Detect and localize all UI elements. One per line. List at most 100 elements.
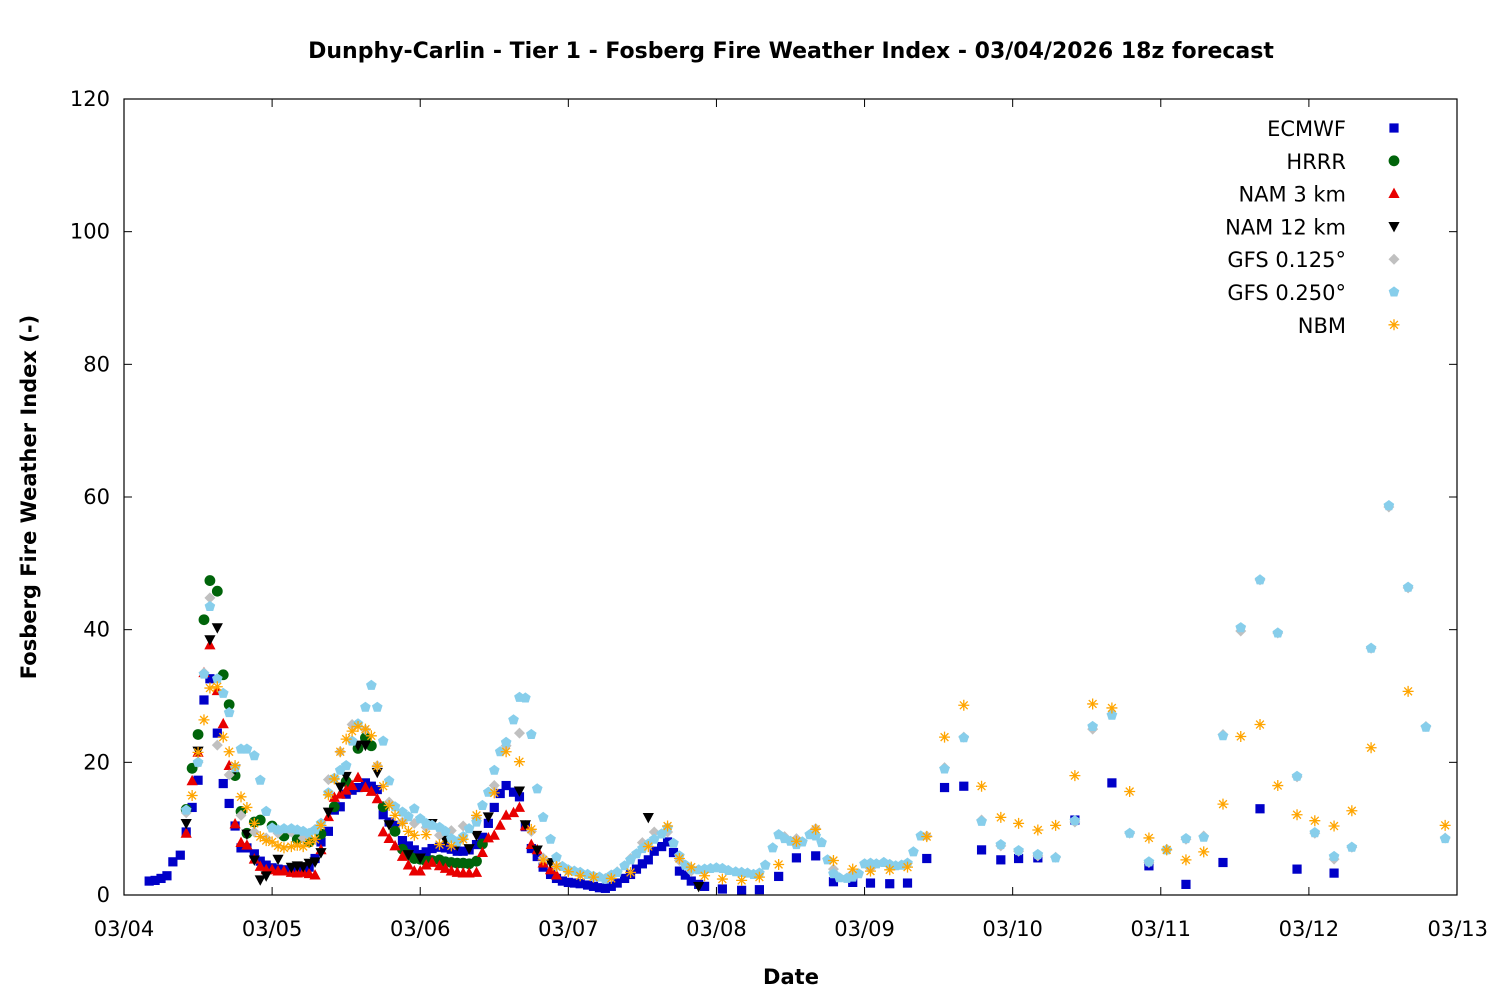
x-axis: 03/04 03/05 03/06 03/07 03/08 03/09 03/10 03/11… <box>94 99 1488 941</box>
data-point <box>483 818 493 828</box>
data-point <box>360 701 371 712</box>
series-0 <box>144 674 1339 895</box>
data-point <box>885 879 895 889</box>
data-point <box>1181 879 1191 889</box>
data-point <box>471 839 482 850</box>
data-point <box>168 857 178 867</box>
data-point <box>520 692 531 703</box>
data-point <box>1309 815 1321 827</box>
data-point <box>217 731 229 743</box>
data-point <box>816 837 827 848</box>
data-point <box>790 835 802 847</box>
data-point <box>810 830 821 841</box>
data-point <box>223 746 235 758</box>
data-point <box>378 810 388 820</box>
data-point <box>1255 804 1265 814</box>
data-point <box>254 774 266 785</box>
data-point <box>248 855 260 866</box>
data-point <box>346 725 358 737</box>
data-point <box>1050 852 1061 863</box>
data-point <box>359 723 371 735</box>
y-tick-label: 20 <box>83 750 110 774</box>
data-point <box>1106 702 1118 714</box>
data-point <box>508 714 519 725</box>
data-point <box>908 846 919 857</box>
x-tick-label: 03/05 <box>242 917 303 941</box>
data-point <box>272 840 284 852</box>
data-point <box>489 764 500 775</box>
data-point <box>403 841 413 851</box>
data-point <box>501 780 511 791</box>
data-point <box>1124 827 1135 838</box>
data-point <box>569 878 579 888</box>
legend-marker <box>1388 222 1400 233</box>
series-2 <box>180 638 563 880</box>
data-point <box>1050 819 1062 831</box>
y-tick-label: 120 <box>70 87 110 111</box>
data-point <box>340 760 352 771</box>
data-point <box>371 701 383 712</box>
data-point <box>371 792 383 804</box>
data-point <box>471 809 483 821</box>
data-point <box>853 868 864 879</box>
data-point <box>902 861 914 873</box>
data-point <box>1069 770 1081 782</box>
data-point <box>366 679 377 690</box>
data-point <box>223 699 235 711</box>
data-point <box>563 877 573 887</box>
data-point <box>414 865 426 876</box>
data-point <box>186 790 198 801</box>
data-point <box>500 809 512 820</box>
data-point <box>144 876 154 886</box>
data-point <box>519 820 531 831</box>
data-point <box>606 881 616 891</box>
data-point <box>810 823 822 835</box>
data-point <box>958 732 970 743</box>
data-point <box>495 788 505 799</box>
data-point <box>445 840 457 852</box>
data-point <box>224 798 234 809</box>
data-point <box>278 865 290 876</box>
data-point <box>205 674 215 684</box>
data-point <box>648 826 660 838</box>
data-point <box>352 771 364 782</box>
data-point <box>544 863 557 875</box>
data-point <box>582 880 593 890</box>
data-point <box>600 883 610 893</box>
data-point <box>513 756 525 768</box>
data-point <box>1235 622 1247 633</box>
data-point <box>545 869 556 880</box>
x-axis-label: Date <box>763 965 819 989</box>
x-tick-label: 03/07 <box>538 917 599 941</box>
data-point <box>674 866 685 876</box>
data-point <box>482 831 494 843</box>
data-point <box>760 859 771 870</box>
data-point <box>408 829 420 841</box>
data-point <box>377 735 389 746</box>
data-point <box>383 820 395 831</box>
data-point <box>180 827 192 838</box>
data-point <box>550 860 562 872</box>
legend-marker <box>1388 286 1400 297</box>
data-point <box>266 836 278 848</box>
legend-marker <box>1388 155 1400 167</box>
data-point <box>489 802 499 813</box>
data-point <box>1217 730 1229 741</box>
data-point <box>198 614 210 626</box>
data-point <box>470 830 483 842</box>
data-point <box>397 836 408 846</box>
data-point <box>260 871 272 882</box>
data-point <box>662 820 674 832</box>
data-point <box>309 833 321 845</box>
data-point <box>340 784 352 795</box>
data-point <box>192 729 204 740</box>
data-point <box>1439 833 1451 844</box>
data-point <box>477 832 488 842</box>
data-point <box>686 876 696 886</box>
data-point <box>198 668 210 679</box>
data-point <box>1180 854 1192 866</box>
data-point <box>642 812 654 824</box>
data-point <box>649 846 659 856</box>
data-point <box>260 835 272 847</box>
data-point <box>426 856 438 867</box>
